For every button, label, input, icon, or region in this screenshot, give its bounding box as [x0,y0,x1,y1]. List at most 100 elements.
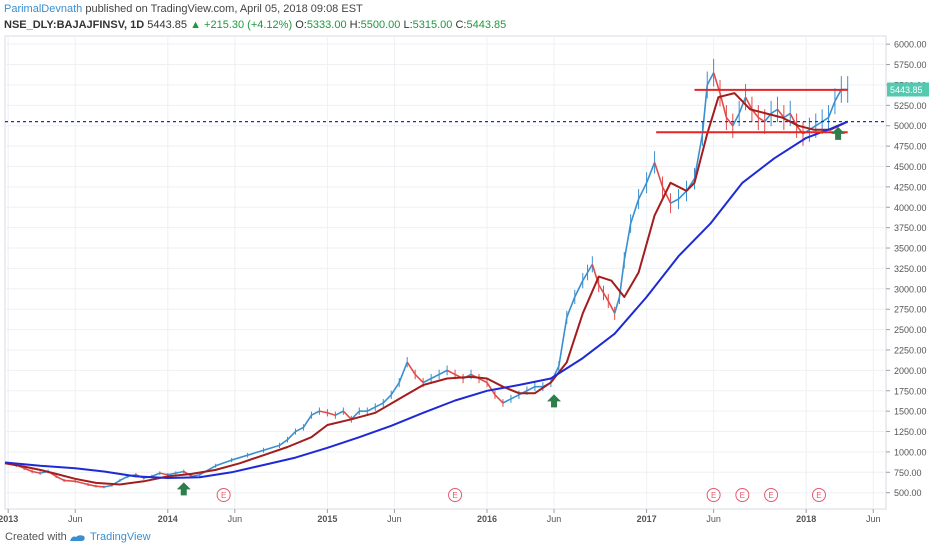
price-segment [23,467,33,473]
price-segment [366,406,376,412]
last-price-tag [887,82,929,97]
x-tick-label: 2013 [0,514,18,524]
price-segment [311,410,320,416]
price-segment [598,284,605,294]
price-segment [414,373,424,384]
price-segment [215,459,232,467]
price-segment [87,483,97,487]
ma-slow-line [4,120,849,479]
price-segment [478,377,488,384]
price-segment [661,186,672,204]
price-segment [744,96,753,110]
y-tick-label: 1250.00 [894,427,927,437]
price-segment [582,272,589,282]
price-segment [783,112,791,119]
price-segment [191,473,200,478]
price-segment [623,223,632,261]
price-segment [382,394,392,404]
price-segment [677,190,688,200]
x-tick-label: 2015 [317,514,337,524]
tradingview-brand[interactable]: TradingView [90,531,151,543]
price-segment [103,484,113,488]
price-segment [757,116,766,123]
price-segment [776,108,785,119]
price-segment [286,430,297,441]
created-with-text: Created with [5,531,67,543]
price-segment [770,108,778,115]
chart-header: ParimalDevnath published on TradingView.… [0,0,932,36]
y-tick-label: 5000.00 [894,121,927,131]
x-tick-label: 2014 [158,514,178,524]
earnings-marker-label: E [816,491,821,500]
price-segment [247,449,264,456]
footer: Created with TradingView [0,528,932,550]
y-tick-label: 750.00 [894,468,922,478]
earnings-marker-label: E [768,491,773,500]
earnings-marker[interactable] [811,488,826,502]
price-segment [295,426,304,433]
price-segment [821,116,829,123]
open-label: O: [295,19,307,31]
y-tick-label: 2750.00 [894,305,927,315]
price-segment [526,385,536,392]
x-tick-label: 2017 [637,514,657,524]
earnings-marker[interactable] [735,488,750,502]
price-segment [55,475,65,482]
published-text: published on TradingView.com, April 05, … [85,3,363,15]
price-segment [586,263,594,273]
earnings-marker[interactable] [448,488,463,502]
change-value: +215.30 (+4.12%) [204,19,293,31]
y-tick-label: 500.00 [894,488,922,498]
y-tick-label: 5250.00 [894,101,927,111]
y-tick-label: 2000.00 [894,366,927,376]
price-segment [159,472,168,476]
plot-area[interactable] [4,35,887,510]
y-tick-label: 2250.00 [894,345,927,355]
ohlc-line: NSE_DLY:BAJAJFINSV, 1D 5443.85 ▲ +215.30… [4,19,506,31]
high-value: 5500.00 [360,19,401,31]
x-tick-label: Jun [228,514,243,524]
high-label: H: [349,19,361,31]
x-tick-label: 2016 [477,514,497,524]
earnings-marker[interactable] [706,488,721,502]
annotations-layer: E E E E E E 5443.85 [5,82,929,502]
y-tick-label: 5750.00 [894,60,927,70]
price-segment [63,479,76,483]
earnings-marker-label: E [452,491,457,500]
x-tick-label: Jun [68,514,83,524]
earnings-marker-label: E [740,491,745,500]
price-segment [422,377,432,384]
series-layer [4,58,849,489]
up-arrow-icon [176,482,191,496]
price-segment [607,300,616,314]
author-link[interactable]: ParimalDevnath [4,3,83,15]
price-segment [486,382,496,396]
price-segment [574,280,584,298]
close-label: C: [455,19,467,31]
change-up-icon: ▲ [190,19,201,31]
price-segment [231,454,248,461]
publish-line: ParimalDevnath published on TradingView.… [4,3,363,15]
price-segment [302,414,313,428]
x-tick-label: 2018 [796,514,816,524]
open-value: 5333.00 [306,19,347,31]
price-segment [566,296,576,318]
earnings-marker[interactable] [216,488,231,502]
up-arrow-icon [547,394,562,408]
price-segment [834,89,843,102]
y-tick-label: 4000.00 [894,203,927,213]
price-segment [319,410,328,414]
price-segment [732,113,740,127]
price-segment [510,394,520,400]
y-tick-label: 1750.00 [894,386,927,396]
price-chart[interactable]: 2013 Jun 2014 Jun 2015 Jun 2016 Jun 2017 Jun 2018 J… [0,0,932,528]
low-value: 5315.00 [412,19,453,31]
earnings-marker-label: E [221,491,226,500]
price-segment [602,292,609,302]
price-segment [706,72,715,86]
earnings-marker[interactable] [764,488,779,502]
price-segment [430,373,440,380]
y-tick-label: 2500.00 [894,325,927,335]
price-segment [637,182,648,200]
symbol-label[interactable]: NSE_DLY:BAJAJFINSV, 1D [4,19,145,31]
